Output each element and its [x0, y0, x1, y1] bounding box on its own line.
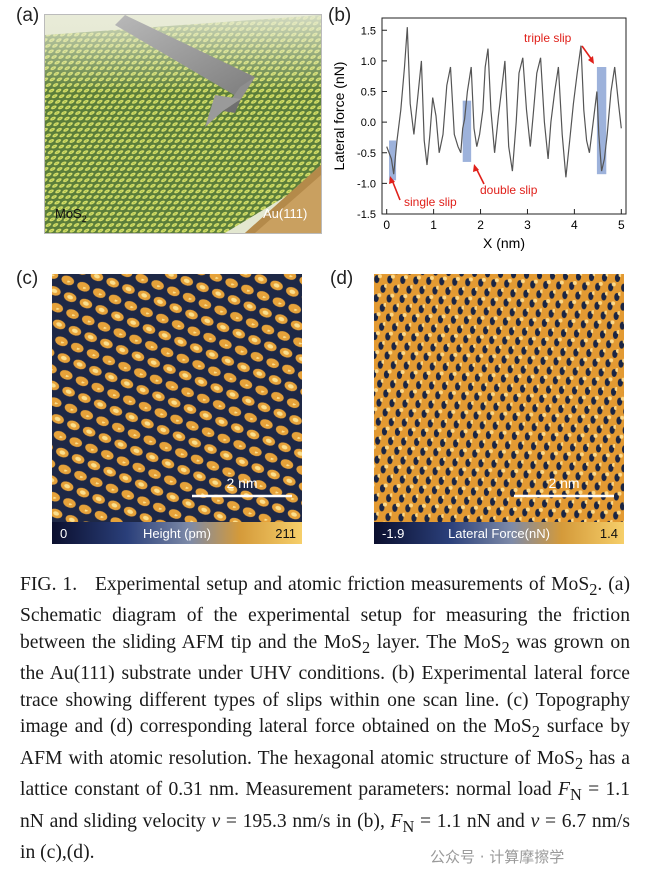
x-tick-label: 1 — [430, 218, 437, 232]
y-tick-label: -0.5 — [357, 148, 376, 160]
lateral-force-chart: -1.5 -1.0 -0.5 0.0 0.5 1.0 1.5 0 1 2 3 4 5 X (nm) L… — [331, 17, 627, 251]
colorbar — [374, 522, 624, 544]
highlight-double-slip — [462, 100, 472, 162]
arrow-triple-slip — [581, 45, 593, 61]
force-trace — [386, 27, 622, 178]
watermark: 公众号 · 计算摩擦学 — [428, 846, 567, 867]
arrow-double-slip — [475, 167, 485, 185]
colorbar — [52, 522, 302, 544]
highlight-triple-slip — [596, 67, 607, 175]
y-tick-label: 1.0 — [361, 56, 376, 68]
y-tick-label: -1.5 — [357, 209, 376, 221]
scale-bar-label: 2 nm — [226, 475, 257, 491]
panel-label-b: (b) — [328, 5, 352, 26]
annotation-triple-slip: triple slip — [524, 31, 572, 45]
colorbar-max: 1.4 — [600, 526, 618, 541]
topography-image: 2 nm 0 Height (pm) 211 — [52, 274, 302, 544]
afm-schematic-drawing: MoS2 Au(111) — [45, 15, 321, 233]
x-tick-label: 5 — [618, 218, 625, 232]
layer-label: MoS2 — [55, 206, 87, 224]
panel-label-a: (a) — [16, 5, 40, 26]
figure-caption: FIG. 1. Experimental setup and atomic fr… — [20, 574, 630, 863]
y-tick-label: -1.0 — [357, 178, 376, 190]
scale-bar-label: 2 nm — [548, 475, 579, 491]
plot-frame — [381, 17, 627, 215]
y-tick-label: 0.0 — [361, 117, 376, 129]
colorbar-label: Lateral Force(nN) — [448, 526, 550, 541]
y-ticks: -1.5 -1.0 -0.5 0.0 0.5 1.0 1.5 — [357, 25, 387, 221]
colorbar-min: 0 — [60, 526, 67, 541]
y-axis-label: Lateral force (nN) — [331, 62, 347, 171]
annotation-double-slip: double slip — [480, 183, 538, 197]
afm-schematic: MoS2 Au(111) — [44, 14, 322, 234]
x-tick-label: 3 — [524, 218, 531, 232]
caption-fig-number: FIG. 1. — [20, 574, 78, 595]
x-tick-label: 4 — [571, 218, 578, 232]
substrate-label: Au(111) — [263, 206, 307, 221]
annotation-single-slip: single slip — [404, 195, 457, 209]
x-tick-label: 0 — [383, 218, 390, 232]
slip-highlights — [389, 67, 607, 181]
lateral-force-image: 2 nm -1.9 Lateral Force(nN) 1.4 — [374, 274, 624, 544]
x-tick-label: 2 — [477, 218, 484, 232]
panel-label-c: (c) — [16, 268, 39, 289]
x-ticks: 0 1 2 3 4 5 — [383, 209, 625, 232]
colorbar-max: 211 — [275, 526, 296, 541]
y-tick-label: 1.5 — [361, 25, 376, 37]
arrow-single-slip — [391, 179, 401, 201]
highlight-single-slip — [389, 140, 397, 181]
y-tick-label: 0.5 — [361, 87, 376, 99]
x-axis-label: X (nm) — [483, 235, 525, 251]
colorbar-label: Height (pm) — [143, 526, 211, 541]
panel-label-d: (d) — [330, 268, 354, 289]
colorbar-min: -1.9 — [382, 526, 404, 541]
